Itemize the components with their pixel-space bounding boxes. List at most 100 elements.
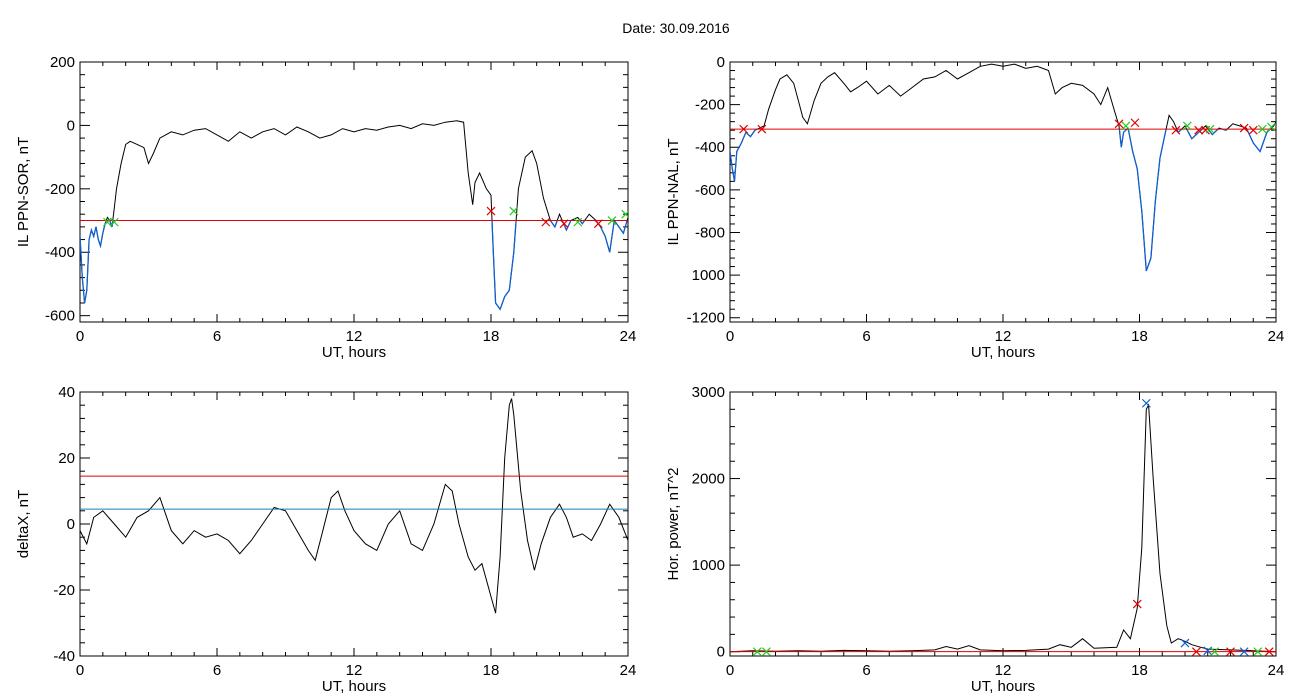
y-tick-label: -200 bbox=[695, 97, 725, 114]
series-line bbox=[730, 403, 1276, 653]
x-marker bbox=[1239, 123, 1249, 133]
plot-frame bbox=[79, 391, 629, 657]
x-marker bbox=[1205, 124, 1215, 134]
plot-frame bbox=[729, 61, 1277, 323]
x-marker bbox=[1264, 647, 1274, 656]
x-marker bbox=[1239, 647, 1249, 656]
x-marker bbox=[486, 206, 496, 216]
chart-title: Date: 30.09.2016 bbox=[622, 20, 730, 36]
x-axis-label: UT, hours bbox=[322, 344, 386, 361]
x-marker bbox=[621, 209, 628, 219]
x-marker bbox=[739, 124, 749, 134]
x-marker bbox=[1210, 647, 1219, 656]
x-tick-label: 12 bbox=[346, 328, 363, 345]
y-tick-label: 40 bbox=[58, 384, 75, 401]
x-marker bbox=[1132, 599, 1142, 609]
x-tick-label: 12 bbox=[995, 328, 1012, 345]
x-marker bbox=[1267, 122, 1276, 132]
y-tick-label: -1200 bbox=[687, 310, 725, 327]
x-tick-label: 24 bbox=[1268, 328, 1285, 345]
y-tick-label: -20 bbox=[53, 582, 75, 599]
x-tick-label: 18 bbox=[483, 328, 500, 345]
x-tick-label: 6 bbox=[862, 328, 870, 345]
below-threshold-line bbox=[1207, 128, 1219, 136]
y-tick-label: -800 bbox=[695, 224, 725, 241]
x-marker bbox=[1130, 118, 1140, 128]
y-tick-label: -40 bbox=[53, 648, 75, 665]
y-tick-label: -600 bbox=[695, 182, 725, 199]
below-threshold-line bbox=[549, 220, 558, 229]
panel-ppn-nal: 0 6 12 18 24 -1200 1000 -800 -600 -400 -200 0 UT, ho… bbox=[665, 54, 1284, 361]
x-tick-label: 18 bbox=[483, 662, 500, 679]
plot-area bbox=[730, 63, 1276, 272]
x-marker bbox=[1248, 125, 1258, 135]
series-line bbox=[80, 120, 628, 311]
panel-deltax: 0 6 12 18 24 -40 -20 0 20 40 UT, hours deltaX, nT bbox=[15, 384, 636, 695]
x-marker bbox=[1253, 647, 1263, 656]
x-tick-label: 24 bbox=[620, 328, 637, 345]
x-marker bbox=[1180, 638, 1190, 648]
x-marker bbox=[1114, 119, 1124, 129]
below-threshold-line bbox=[109, 220, 114, 228]
x-marker bbox=[1141, 398, 1151, 408]
below-threshold-line bbox=[595, 218, 628, 253]
y-tick-label: 0 bbox=[717, 644, 725, 661]
x-tick-label: 0 bbox=[76, 328, 84, 345]
x-tick-label: 6 bbox=[213, 328, 221, 345]
y-tick-label: -400 bbox=[695, 139, 725, 156]
x-tick-label: 12 bbox=[346, 662, 363, 679]
y-tick-label: 2000 bbox=[692, 471, 725, 488]
x-tick-label: 6 bbox=[213, 662, 221, 679]
x-tick-label: 0 bbox=[726, 328, 734, 345]
panel-ppn-sor: 0 6 12 18 24 -600 -400 -200 0 200 UT, hours IL PPN-… bbox=[15, 54, 636, 361]
y-tick-label: 0 bbox=[717, 54, 725, 71]
y-axis-label: deltaX, nT bbox=[15, 490, 32, 558]
x-tick-label: 12 bbox=[995, 662, 1012, 679]
x-marker bbox=[541, 217, 551, 227]
below-threshold-line bbox=[1127, 128, 1167, 272]
x-marker bbox=[1257, 124, 1267, 134]
y-axis-label: IL PPN-NAL, nT bbox=[665, 139, 682, 246]
y-tick-label: 3000 bbox=[692, 384, 725, 401]
y-tick-label: 20 bbox=[58, 450, 75, 467]
series-line bbox=[80, 398, 628, 614]
x-axis-label: UT, hours bbox=[322, 678, 386, 695]
x-marker bbox=[109, 217, 119, 227]
y-tick-label: 0 bbox=[67, 516, 75, 533]
x-tick-label: 6 bbox=[862, 662, 870, 679]
x-marker bbox=[1194, 125, 1204, 135]
series-line bbox=[730, 63, 1276, 272]
y-axis-label: IL PPN-SOR, nT bbox=[15, 137, 32, 247]
plot-frame bbox=[729, 391, 1277, 657]
x-axis-label: UT, hours bbox=[971, 344, 1035, 361]
below-threshold-line bbox=[579, 220, 586, 225]
below-threshold-line bbox=[1118, 128, 1128, 148]
x-marker bbox=[593, 219, 603, 229]
x-marker bbox=[1182, 121, 1192, 131]
x-marker bbox=[752, 647, 762, 656]
plot-frame bbox=[79, 61, 629, 323]
y-axis-label: Hor. power, nT^2 bbox=[665, 468, 682, 581]
x-marker bbox=[1226, 647, 1235, 656]
x-marker bbox=[102, 217, 112, 227]
panel-hor-power: 0 6 12 18 24 0 1000 2000 3000 UT, hours Hor. power… bbox=[665, 384, 1284, 695]
y-tick-label: 1000 bbox=[692, 557, 725, 574]
below-threshold-line bbox=[491, 220, 517, 311]
y-tick-label: 200 bbox=[50, 54, 75, 71]
x-marker bbox=[573, 217, 583, 227]
plot-area bbox=[80, 398, 628, 614]
x-marker bbox=[1171, 125, 1181, 135]
plot-area bbox=[80, 120, 628, 311]
x-tick-label: 24 bbox=[1268, 662, 1285, 679]
x-marker bbox=[509, 206, 519, 216]
x-tick-label: 18 bbox=[1131, 328, 1148, 345]
x-tick-label: 24 bbox=[620, 662, 637, 679]
below-threshold-line bbox=[730, 128, 758, 182]
x-marker bbox=[559, 219, 569, 229]
y-tick-label: 1000 bbox=[692, 267, 725, 284]
x-tick-label: 0 bbox=[726, 662, 734, 679]
y-tick-label: 0 bbox=[67, 117, 75, 134]
x-marker bbox=[1191, 647, 1201, 656]
below-threshold-line bbox=[1186, 128, 1203, 140]
